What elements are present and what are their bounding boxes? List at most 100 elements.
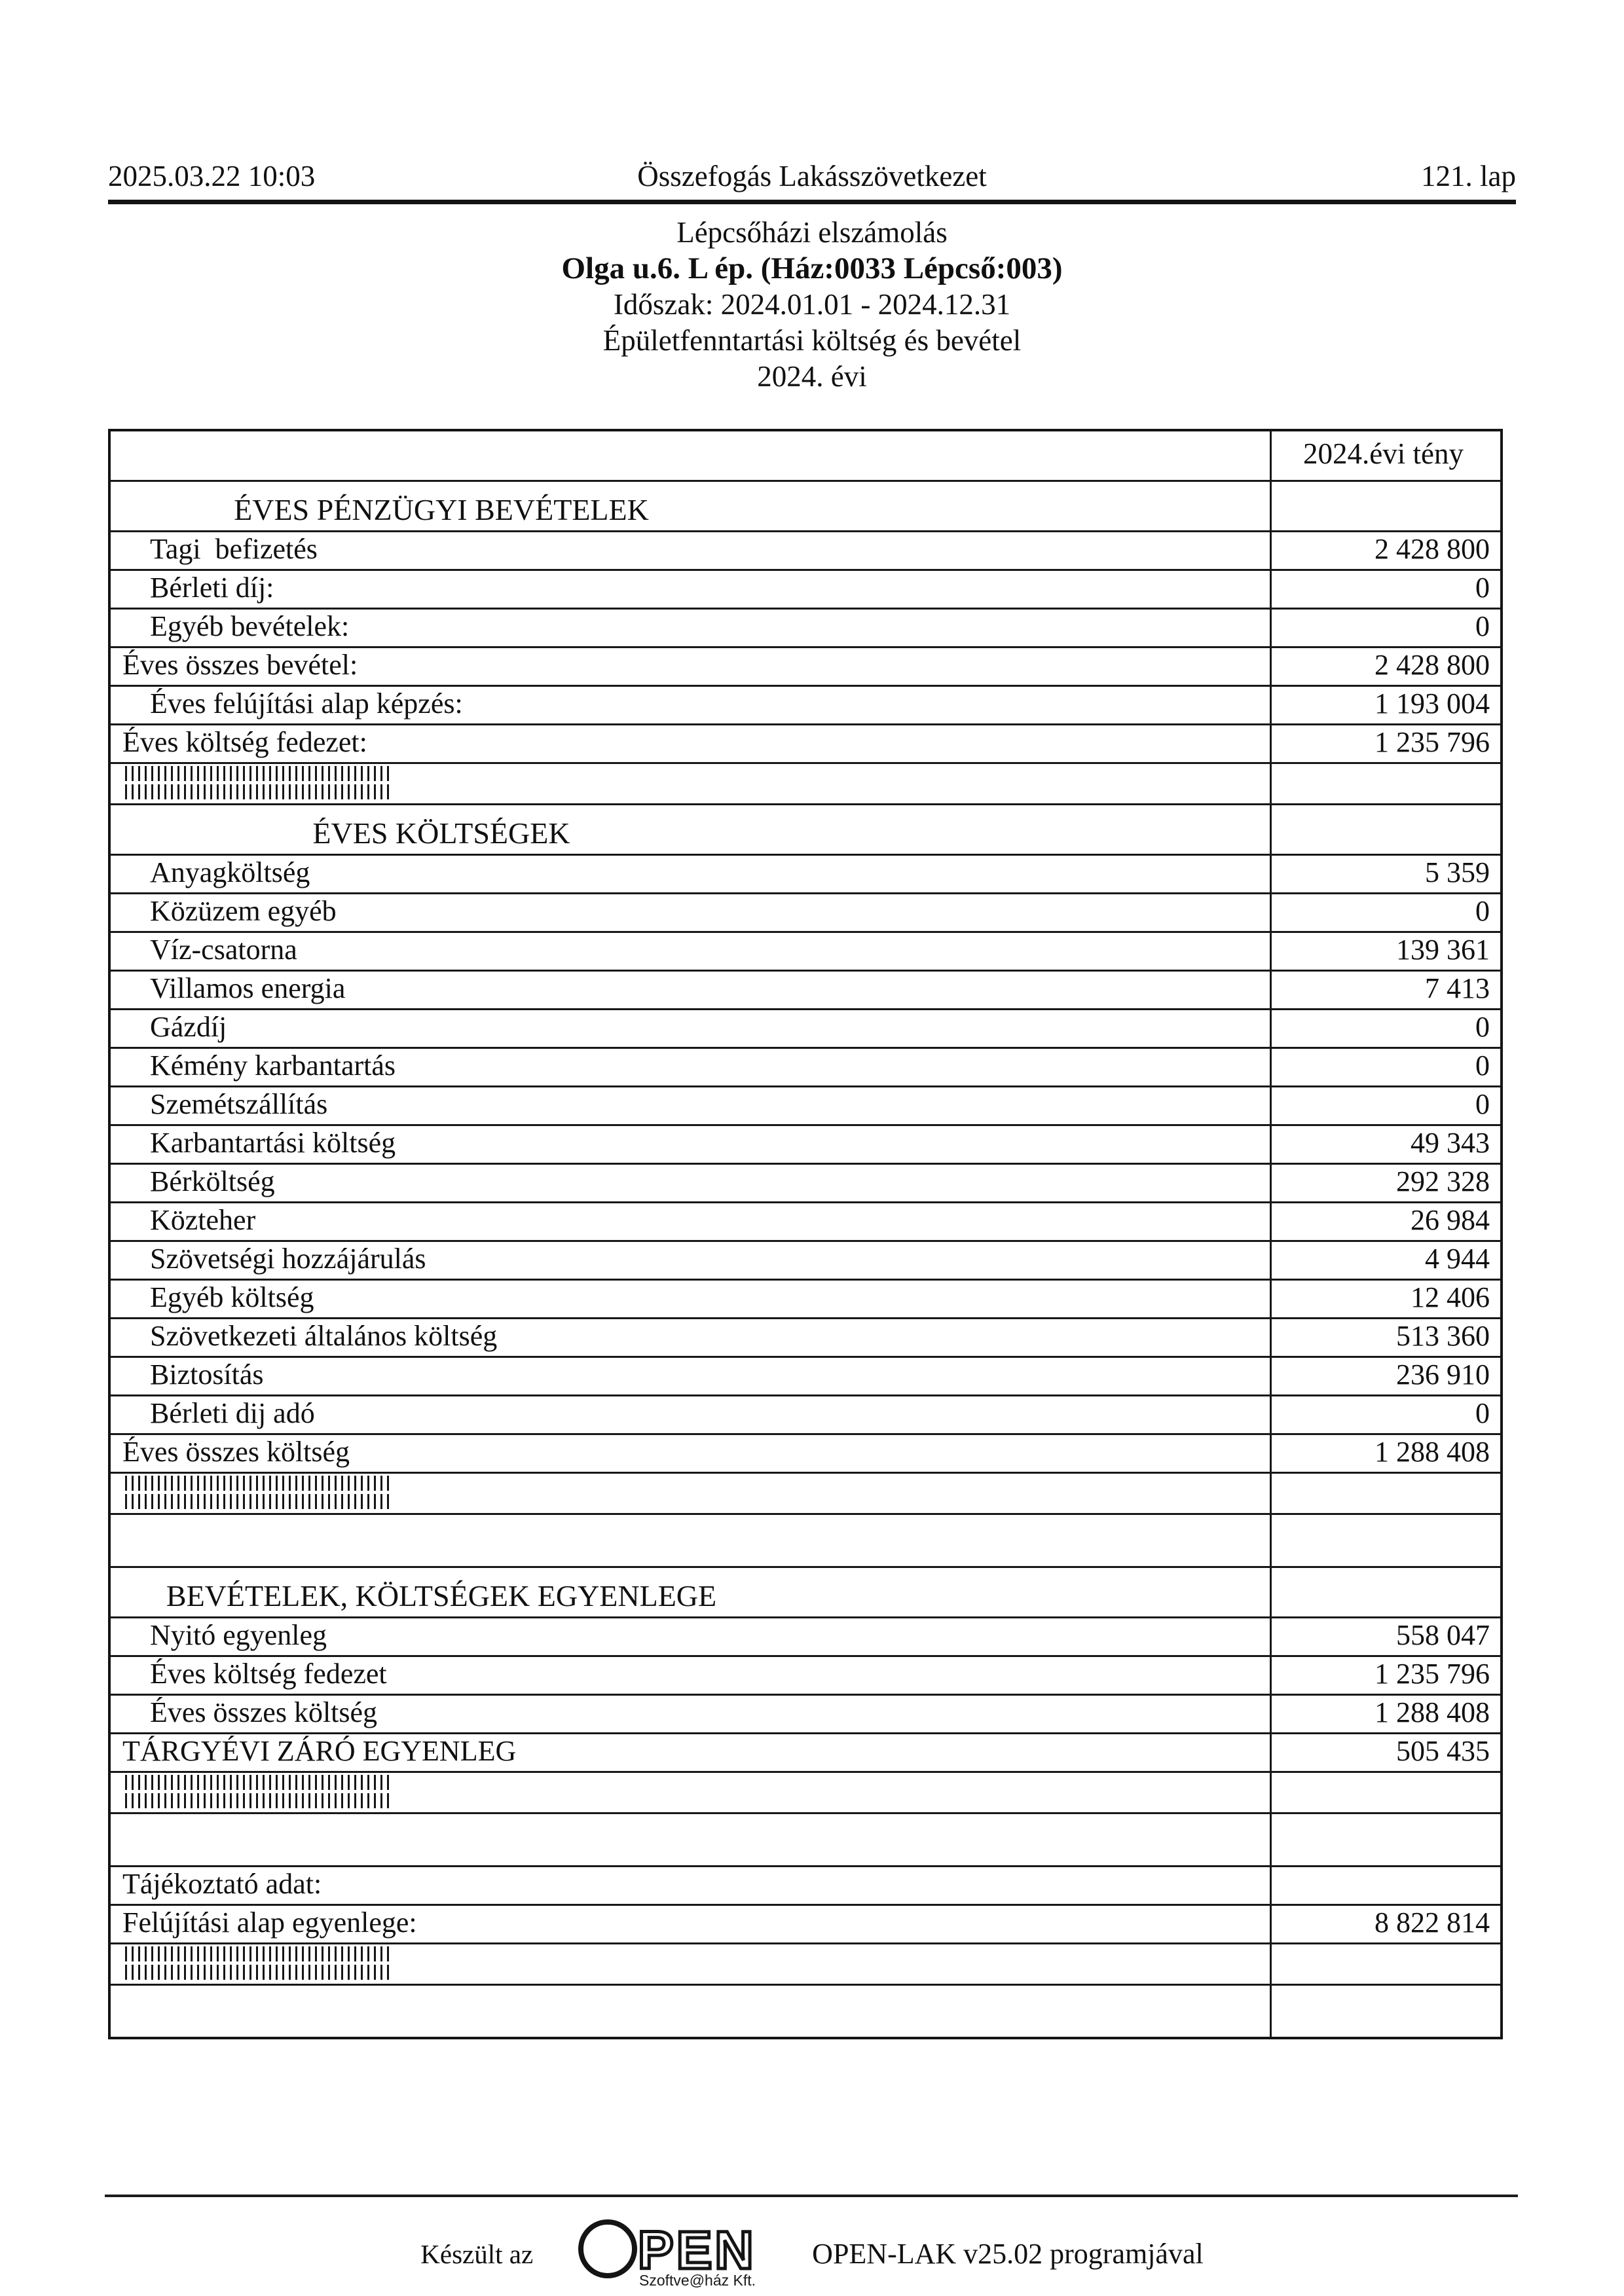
heading-report-type: Lépcsőházi elszámolás <box>676 215 948 249</box>
page-content: 2025.03.22 10:03 Összefogás Lakásszövetk… <box>108 160 1516 2039</box>
page-header: 2025.03.22 10:03 Összefogás Lakásszövetk… <box>108 160 1516 193</box>
row-value: 505 435 <box>1270 1734 1500 1771</box>
row-label: Közüzem egyéb <box>150 894 337 927</box>
row-value <box>1270 1514 1500 1566</box>
row-label: Szövetkezeti általános költség <box>150 1319 498 1352</box>
table-row: Közüzem egyéb 0 <box>111 894 1500 933</box>
row-label: Egyéb költség <box>150 1281 314 1313</box>
barcode-strip <box>125 1793 390 1808</box>
table-row: Felújítási alap egyenlege: 8 822 814 <box>111 1905 1500 1944</box>
row-label: ÉVES KÖLTSÉGEK <box>312 816 570 850</box>
row-value: 0 <box>1270 609 1500 646</box>
table-row: BEVÉTELEK, KÖLTSÉGEK EGYENLEGE <box>111 1567 1500 1618</box>
table-row <box>111 1514 1500 1568</box>
row-value: 0 <box>1270 1396 1500 1433</box>
heading-subject: Épületfenntartási költség és bevétel <box>602 323 1022 357</box>
heading-building: Olga u.6. L ép. (Ház:0033 Lépcső:003) <box>561 251 1063 285</box>
row-value: 2 428 800 <box>1270 532 1500 569</box>
table-row <box>111 1985 1500 2037</box>
report-headings: Lépcsőházi elszámolás Olga u.6. L ép. (H… <box>108 215 1516 395</box>
row-value: 12 406 <box>1270 1280 1500 1317</box>
table-row: Víz-csatorna 139 361 <box>111 932 1500 972</box>
barcode-strip <box>125 765 390 781</box>
table-row: Tagi befizetés 2 428 800 <box>111 532 1500 571</box>
row-value <box>1270 481 1500 530</box>
row-value <box>1270 1985 1500 2037</box>
row-value: 139 361 <box>1270 932 1500 970</box>
table-row: Villamos energia 7 413 <box>111 971 1500 1010</box>
table-body: ÉVES PÉNZÜGYI BEVÉTELEK Tagi befizetés 2… <box>111 481 1500 2037</box>
row-label: Kémény karbantartás <box>150 1049 396 1082</box>
table-row: Tájékoztató adat: <box>111 1867 1500 1906</box>
footer-made-with-text: Készült az <box>420 2238 534 2269</box>
row-label: Nyitó egyenleg <box>150 1618 327 1651</box>
barcode-strip <box>125 1774 390 1790</box>
row-value: 4 944 <box>1270 1241 1500 1279</box>
row-label: Éves költség fedezet <box>150 1657 387 1690</box>
row-value: 513 360 <box>1270 1319 1500 1356</box>
row-label: Tagi befizetés <box>150 532 318 565</box>
row-value: 0 <box>1270 1048 1500 1085</box>
row-value: 7 413 <box>1270 971 1500 1008</box>
table-row: Bérköltség 292 328 <box>111 1164 1500 1203</box>
row-label: Karbantartási költség <box>150 1126 396 1159</box>
row-label: Gázdíj <box>150 1010 227 1043</box>
row-label <box>111 1773 1270 1812</box>
row-value: 292 328 <box>1270 1164 1500 1201</box>
page-footer: Készült az PEN Szoftve@ház Kft. OPEN-LAK… <box>0 2216 1624 2291</box>
row-label: Felújítási alap egyenlege: <box>122 1906 417 1939</box>
value-column-header: 2024.évi tény <box>1270 431 1500 480</box>
row-label: Éves összes költség <box>150 1696 378 1728</box>
row-label: Bérleti díj: <box>150 571 274 604</box>
logo-caption: Szoftve@ház Kft. <box>639 2272 756 2289</box>
table-row: Éves összes költség 1 288 408 <box>111 1695 1500 1734</box>
row-label: Egyéb bevételek: <box>150 610 350 642</box>
logo-circle-o <box>578 2219 638 2278</box>
table-row: Egyéb bevételek: 0 <box>111 609 1500 648</box>
row-value: 0 <box>1270 1010 1500 1047</box>
row-label: Közteher <box>150 1203 256 1236</box>
barcode-strip <box>125 1946 390 1961</box>
table-row <box>111 1772 1500 1814</box>
row-label <box>111 1515 1270 1566</box>
row-value: 26 984 <box>1270 1203 1500 1240</box>
row-value <box>1270 763 1500 803</box>
barcode-strip <box>125 1493 390 1509</box>
row-label: Bérköltség <box>150 1165 275 1197</box>
row-label: Villamos energia <box>150 972 346 1004</box>
table-row: Karbantartási költség 49 343 <box>111 1125 1500 1165</box>
table-row: Bérleti díj: 0 <box>111 570 1500 610</box>
barcode-strip <box>125 1475 390 1491</box>
row-label: Éves összes bevétel: <box>122 648 358 681</box>
header-rule <box>108 199 1516 204</box>
row-value: 0 <box>1270 570 1500 608</box>
row-value: 1 235 796 <box>1270 1656 1500 1694</box>
table-row <box>111 1813 1500 1867</box>
row-label <box>111 1474 1270 1513</box>
row-value: 558 047 <box>1270 1618 1500 1655</box>
row-label: Szemétszállítás <box>150 1087 328 1120</box>
row-label: Éves felújítási alap képzés: <box>150 687 463 720</box>
row-value <box>1270 1867 1500 1904</box>
row-label: ÉVES PÉNZÜGYI BEVÉTELEK <box>234 492 649 526</box>
table-row <box>111 763 1500 805</box>
row-value <box>1270 805 1500 854</box>
row-label: BEVÉTELEK, KÖLTSÉGEK EGYENLEGE <box>166 1578 717 1613</box>
row-label <box>111 1944 1270 1984</box>
header-page-label: 121. lap <box>1421 160 1516 192</box>
table-row: Éves költség fedezet: 1 235 796 <box>111 725 1500 764</box>
row-value: 0 <box>1270 1087 1500 1124</box>
row-value: 8 822 814 <box>1270 1905 1500 1942</box>
row-label <box>111 431 1270 480</box>
row-label: Éves költség fedezet: <box>122 725 367 758</box>
table-row: Bérleti dij adó 0 <box>111 1396 1500 1435</box>
footer-rule <box>105 2195 1518 2197</box>
table-row: Anyagköltség 5 359 <box>111 855 1500 894</box>
footer-program-text: OPEN-LAK v25.02 programjával <box>812 2238 1204 2270</box>
table-row: ÉVES PÉNZÜGYI BEVÉTELEK <box>111 481 1500 532</box>
table-row <box>111 1944 1500 1986</box>
row-label <box>111 764 1270 803</box>
header-datetime: 2025.03.22 10:03 <box>108 160 316 192</box>
table-row: Éves összes bevétel: 2 428 800 <box>111 647 1500 687</box>
table-row: Szövetségi hozzájárulás 4 944 <box>111 1241 1500 1281</box>
